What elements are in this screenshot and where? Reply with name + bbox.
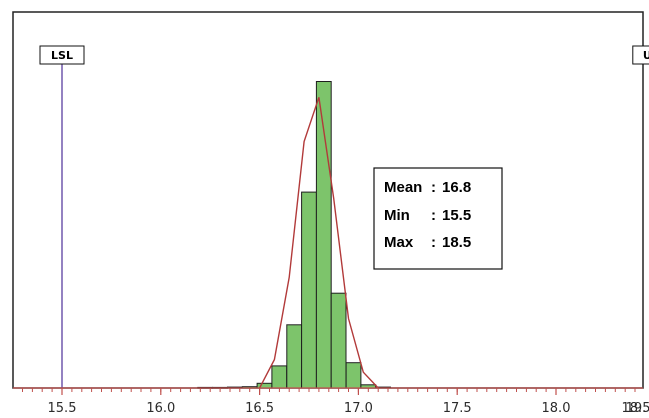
stats-box-frame (373, 167, 503, 270)
x-tick-label: 15.5 (48, 401, 77, 416)
histogram-bar-6 (286, 324, 303, 389)
histogram-bar-7 (301, 191, 317, 389)
lsl-label: LSL (51, 49, 73, 62)
stat-max-sep: : (431, 234, 436, 251)
x-axis: 15.5 16.0 16.5 17.0 17.5 18.0 18.519. (13, 387, 649, 416)
fit-layer (258, 97, 379, 389)
histogram-bar-5 (271, 365, 288, 389)
x-tick-label: 18.0 (542, 401, 571, 416)
spec-limits-layer: LSL USL (39, 45, 649, 388)
usl-label: USL (643, 49, 649, 62)
x-tick-label: 17.5 (443, 401, 472, 416)
fit-curve-line (258, 97, 379, 389)
stat-min-sep: : (431, 207, 436, 224)
stat-mean-value: 16.8 (442, 179, 471, 196)
x-tick-label: 17.0 (344, 401, 373, 416)
stat-min-label: Min (384, 207, 410, 224)
stat-max-label: Max (384, 234, 414, 251)
histogram-bar-10 (345, 362, 362, 389)
x-tick-label: 18.5 (622, 401, 649, 416)
x-tick-label: 19. (626, 401, 647, 416)
stat-mean-sep: : (431, 179, 436, 196)
x-tick-label: 16.0 (146, 401, 175, 416)
x-tick-label: 16.5 (245, 401, 274, 416)
stats-box: Mean : 16.8 Min : 15.5 Max : 18.5 (373, 167, 503, 270)
stat-min-value: 15.5 (442, 207, 471, 224)
histogram-bar-9 (330, 292, 347, 389)
usl-label-box (632, 45, 649, 65)
stat-mean-label: Mean (384, 179, 422, 196)
lsl-label-box (39, 45, 85, 65)
stat-max-value: 18.5 (442, 234, 471, 251)
